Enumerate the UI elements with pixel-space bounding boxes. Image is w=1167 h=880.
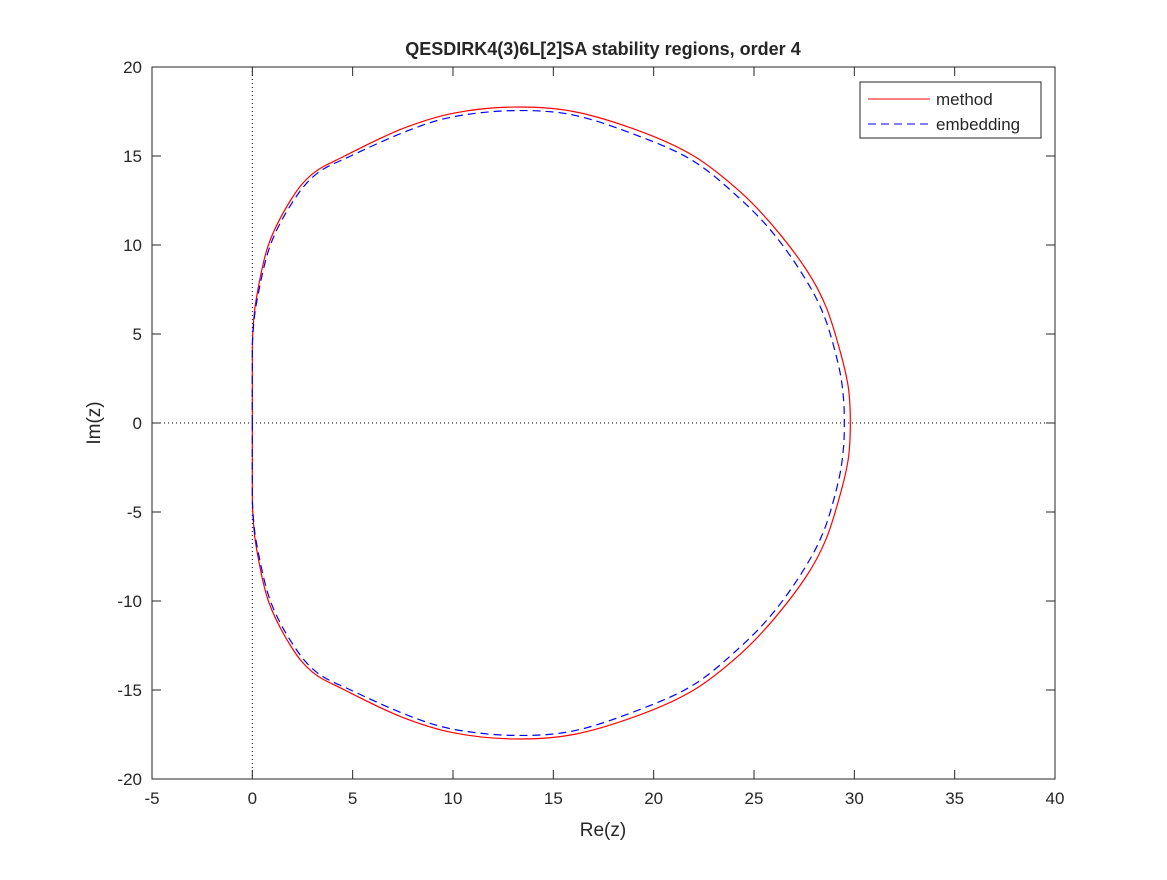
legend-label-method: method [936, 90, 993, 109]
y-tick-label: 15 [123, 147, 142, 166]
x-tick-label: 30 [845, 789, 864, 808]
y-tick-label: 0 [133, 414, 142, 433]
x-tick-label: 40 [1046, 789, 1065, 808]
legend-box [859, 81, 1042, 139]
y-tick-label: -15 [117, 681, 142, 700]
y-tick-label: 10 [123, 236, 142, 255]
y-tick-label: 5 [133, 325, 142, 344]
x-tick-label: 25 [745, 789, 764, 808]
y-axis-label: Im(z) [84, 401, 105, 444]
x-tick-label: 35 [945, 789, 964, 808]
legend-label-embedding: embedding [936, 115, 1020, 134]
series-method [251, 106, 851, 740]
x-axis-label: Re(z) [580, 820, 626, 841]
y-tick-label: -5 [127, 503, 142, 522]
legend: method embedding [859, 81, 1042, 139]
x-tick-label: 0 [248, 789, 257, 808]
y-tick-label: 20 [123, 58, 142, 77]
x-tick-label: 15 [544, 789, 563, 808]
x-tick-label: -5 [144, 789, 159, 808]
y-tick-label: -20 [117, 770, 142, 789]
y-tick-label: -10 [117, 592, 142, 611]
x-tick-label: 5 [348, 789, 357, 808]
x-tick-label: 10 [444, 789, 463, 808]
x-tick-label: 20 [644, 789, 663, 808]
chart-title: QESDIRK4(3)6L[2]SA stability regions, or… [405, 39, 800, 59]
series-embedding [251, 109, 845, 737]
